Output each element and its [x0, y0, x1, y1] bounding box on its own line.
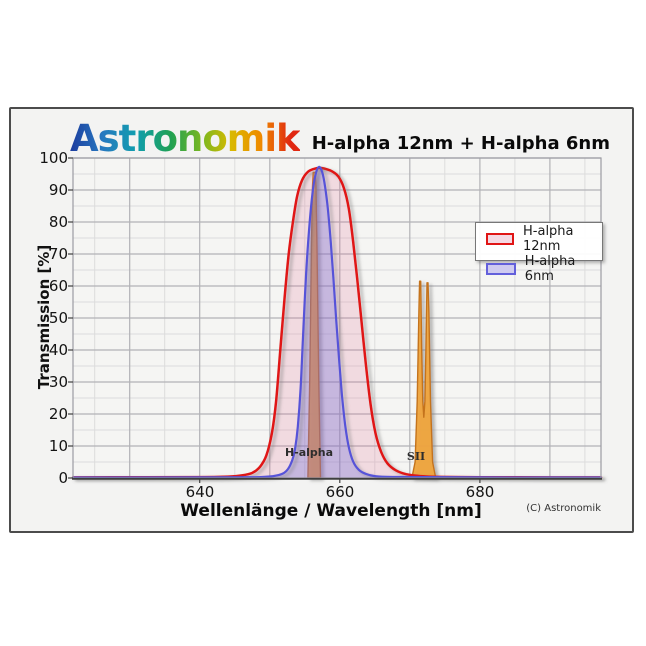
- y-tick-label: 0: [58, 469, 68, 487]
- y-tick-label: 90: [48, 181, 68, 199]
- y-tick-label: 50: [48, 309, 68, 327]
- legend-label: H-alpha 6nm: [524, 254, 576, 284]
- series-fill-h-alpha-6nm: [73, 166, 601, 479]
- legend-item-halpha-12nm: H-alpha 12nm: [476, 224, 602, 254]
- x-axis-title: Wellenlänge / Wavelength [nm]: [180, 501, 482, 521]
- legend-swatch-6nm: [486, 263, 516, 275]
- series-curve-h-alpha-6nm: [71, 165, 603, 479]
- y-tick-label: 70: [48, 245, 68, 263]
- plot-frame: [68, 157, 602, 483]
- y-tick-label: 10: [48, 437, 68, 455]
- series-curve-h-alpha-12nm: [71, 166, 603, 479]
- emission-line-SII: [411, 280, 437, 479]
- legend: H-alpha 12nm H-alpha 6nm: [475, 222, 603, 284]
- y-tick-label: 40: [48, 341, 68, 359]
- y-tick-label: 30: [48, 373, 68, 391]
- legend-label: H-alpha 12nm: [523, 224, 574, 254]
- legend-item-halpha-6nm: H-alpha 6nm: [476, 254, 602, 284]
- y-tick-label: 80: [48, 213, 68, 231]
- y-tick-label: 100: [39, 149, 68, 167]
- legend-swatch-12nm: [486, 233, 515, 245]
- x-tick-label: 640: [185, 483, 215, 501]
- series-stroke-layer: [71, 165, 603, 479]
- y-tick-label: 60: [48, 277, 68, 295]
- brand-logo: Astronomik: [70, 117, 301, 160]
- emission-label-H-alpha: H-alpha: [284, 446, 334, 459]
- chart-title: H-alpha 12nm + H-alpha 6nm: [311, 133, 610, 154]
- x-tick-label: 660: [325, 483, 355, 501]
- copyright-text: (C) Astronomik: [526, 503, 601, 514]
- emission-label-SII: SII: [406, 450, 426, 463]
- x-tick-label: 680: [465, 483, 495, 501]
- y-tick-label: 20: [48, 405, 68, 423]
